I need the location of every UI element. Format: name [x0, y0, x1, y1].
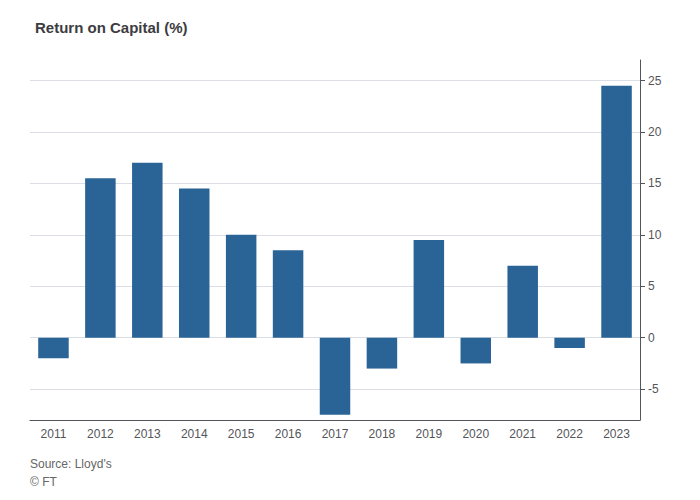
svg-text:2020: 2020 — [462, 427, 489, 441]
svg-text:2014: 2014 — [181, 427, 208, 441]
svg-text:-5: -5 — [648, 382, 659, 396]
svg-text:2022: 2022 — [556, 427, 583, 441]
svg-text:15: 15 — [648, 176, 662, 190]
svg-text:25: 25 — [648, 74, 662, 88]
svg-text:2021: 2021 — [509, 427, 536, 441]
svg-text:2019: 2019 — [415, 427, 442, 441]
svg-text:2018: 2018 — [369, 427, 396, 441]
svg-text:2016: 2016 — [275, 427, 302, 441]
svg-text:0: 0 — [648, 331, 655, 345]
svg-text:Return on Capital (%): Return on Capital (%) — [35, 19, 188, 36]
svg-text:20: 20 — [648, 125, 662, 139]
svg-text:Source: Lloyd's: Source: Lloyd's — [30, 457, 112, 471]
svg-text:2017: 2017 — [322, 427, 349, 441]
svg-text:© FT: © FT — [30, 475, 58, 489]
svg-text:2023: 2023 — [603, 427, 630, 441]
svg-text:2012: 2012 — [87, 427, 114, 441]
svg-text:10: 10 — [648, 228, 662, 242]
svg-text:2013: 2013 — [134, 427, 161, 441]
svg-text:2015: 2015 — [228, 427, 255, 441]
svg-text:2011: 2011 — [41, 427, 67, 441]
svg-text:5: 5 — [648, 279, 655, 293]
